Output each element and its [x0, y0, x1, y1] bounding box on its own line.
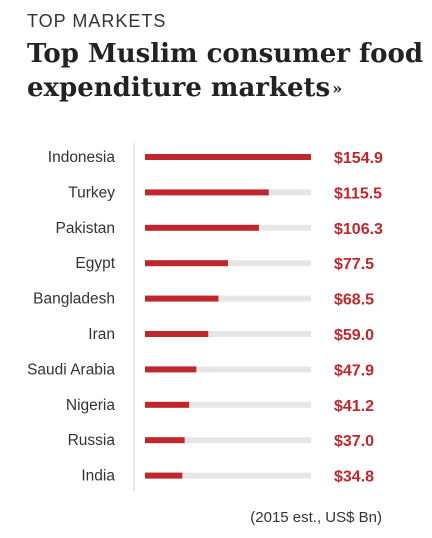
bar [145, 401, 190, 408]
chart-title-text: Top Muslim consumer food expenditure mar… [27, 39, 424, 103]
value-label: $37.0 [334, 433, 374, 450]
category-label: Pakistan [56, 220, 115, 237]
bar-track [145, 401, 311, 408]
bar [145, 472, 183, 479]
bar-track [145, 295, 311, 302]
value-label: $68.5 [334, 292, 374, 309]
category-label: Iran [88, 326, 115, 343]
bar [145, 260, 229, 267]
double-chevron-down-icon[interactable]: » [332, 79, 343, 98]
value-label: $41.2 [334, 398, 374, 415]
category-label: Indonesia [48, 149, 116, 166]
category-label: Turkey [68, 184, 115, 201]
chart-note: (2015 est., US$ Bn) [250, 509, 382, 526]
value-label: $115.5 [334, 185, 382, 202]
bar-track [145, 366, 311, 373]
value-label: $154.9 [334, 150, 383, 167]
value-label: $106.3 [334, 221, 383, 238]
bar-track [145, 472, 311, 479]
value-label: $77.5 [334, 256, 374, 273]
category-label: Russia [68, 432, 116, 449]
bar [145, 224, 259, 231]
bar-chart: Indonesia $154.9 Turkey $115.5 Pakistan $106.… [27, 143, 383, 491]
section-kicker: TOP MARKETS [27, 11, 167, 31]
bar-track [145, 437, 311, 444]
bar [145, 154, 311, 160]
bar [145, 189, 269, 196]
category-label: Bangladesh [33, 291, 115, 308]
bar [145, 331, 209, 337]
category-label: India [81, 468, 115, 485]
category-label: Nigeria [66, 397, 115, 414]
value-label: $47.9 [334, 362, 374, 379]
bar [145, 366, 197, 373]
bar [145, 295, 219, 302]
category-label: Egypt [75, 255, 115, 272]
chart-title: Top Muslim consumer food expenditure mar… [27, 37, 427, 106]
value-label: $59.0 [334, 327, 374, 344]
value-label: $34.8 [334, 469, 374, 486]
bar-track [145, 331, 311, 337]
bar [145, 437, 185, 444]
category-label: Saudi Arabia [27, 361, 115, 378]
